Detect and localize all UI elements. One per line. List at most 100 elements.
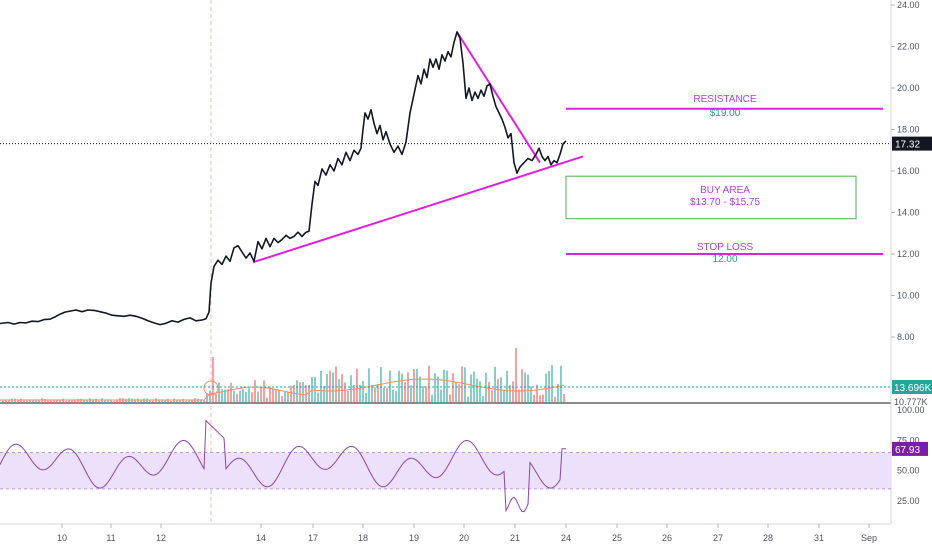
volume-bar	[440, 389, 442, 403]
volume-bar	[212, 357, 214, 403]
volume-bar	[551, 365, 553, 403]
volume-bar	[191, 400, 193, 403]
volume-bar	[512, 381, 514, 403]
volume-bar	[374, 387, 376, 403]
time-tick-label: 28	[763, 533, 773, 543]
volume-bar	[269, 386, 271, 403]
volume-bar	[62, 398, 64, 403]
volume-bar	[107, 399, 109, 403]
volume-bar	[56, 399, 58, 403]
volume-bar	[101, 398, 103, 403]
price-tick-label: 22.00	[897, 42, 920, 52]
volume-bar	[68, 399, 70, 403]
volume-bar	[326, 374, 328, 403]
volume-bar	[257, 391, 259, 403]
volume-bar	[539, 395, 541, 403]
volume-bar	[503, 389, 505, 403]
volume-bar	[542, 394, 544, 403]
volume-bar	[509, 385, 511, 403]
volume-bar	[281, 395, 283, 403]
volume-bar	[173, 398, 175, 403]
volume-bar	[266, 397, 268, 403]
volume-bar	[14, 398, 16, 403]
annotation-value: $19.00	[710, 108, 741, 119]
volume-bar	[233, 390, 235, 403]
volume-bar	[368, 368, 370, 403]
volume-bar	[413, 369, 415, 403]
volume-bar	[143, 398, 145, 403]
volume-bar	[164, 400, 166, 403]
volume-bar	[254, 380, 256, 403]
time-tick-label: 17	[308, 533, 318, 543]
volume-bar	[38, 399, 40, 403]
volume-bar	[149, 399, 151, 403]
annotation-value: $13.70 - $15.75	[690, 197, 760, 208]
volume-bar	[98, 400, 100, 403]
volume-bar	[251, 392, 253, 403]
volume-bar	[443, 369, 445, 403]
volume-bar	[17, 399, 19, 403]
volume-bar	[554, 396, 556, 403]
avg-volume-label: 10.777K	[894, 397, 928, 407]
buy-area-box	[565, 175, 857, 220]
volume-bar	[482, 395, 484, 403]
time-tick-label: 21	[510, 533, 520, 543]
annotation-title: STOP LOSS	[697, 242, 754, 253]
volume-bar	[377, 383, 379, 403]
volume-bar	[284, 391, 286, 403]
volume-bar	[5, 399, 7, 403]
volume-bar	[47, 399, 49, 403]
volume-bar	[125, 398, 127, 403]
volume-bar	[224, 389, 226, 403]
volume-bar	[470, 374, 472, 403]
volume-bar	[71, 399, 73, 403]
volume-bar	[65, 400, 67, 403]
volume-bar	[242, 389, 244, 403]
volume-bar	[527, 374, 529, 403]
volume-bar	[41, 398, 43, 403]
volume-bar	[236, 393, 238, 403]
volume-bar	[437, 376, 439, 403]
volume-bar	[356, 368, 358, 403]
volume-bar	[170, 400, 172, 403]
volume-bar	[323, 385, 325, 403]
time-tick-label: 10	[57, 533, 67, 543]
volume-bar	[245, 391, 247, 403]
annotation-value: 12.00	[712, 254, 737, 265]
time-tick-label: 20	[459, 533, 469, 543]
price-tick-label: 20.00	[897, 83, 920, 93]
annotation-title: BUY AREA	[700, 185, 750, 196]
volume-bar	[29, 399, 31, 403]
volume-bar	[59, 400, 61, 403]
volume-bar	[296, 380, 298, 403]
volume-bar	[491, 390, 493, 403]
volume-bar	[263, 380, 265, 403]
volume-bar	[560, 365, 562, 403]
volume-bar	[206, 393, 208, 403]
volume-bar	[362, 381, 364, 403]
rsi-tick-label: 50.00	[897, 466, 920, 476]
volume-bar	[200, 399, 202, 403]
price-tick-label: 16.00	[897, 166, 920, 176]
time-tick-label: Sep	[861, 533, 877, 543]
volume-bar	[209, 390, 211, 403]
volume-bar	[158, 400, 160, 403]
rsi-line	[0, 419, 566, 513]
volume-bar	[521, 369, 523, 403]
volume-bar	[275, 389, 277, 403]
volume-bar	[227, 389, 229, 403]
price-tick-label: 10.00	[897, 291, 920, 301]
volume-bar	[371, 384, 373, 403]
volume-bar	[407, 372, 409, 403]
volume-bar	[404, 382, 406, 403]
volume-bar	[32, 400, 34, 403]
volume-bar	[134, 399, 136, 403]
volume-bar	[506, 370, 508, 403]
volume-bar	[104, 399, 106, 403]
volume-bar	[299, 382, 301, 403]
price-tick-label: 18.00	[897, 125, 920, 135]
volume-bar	[2, 400, 4, 403]
volume-bar	[122, 398, 124, 403]
volume-bar	[53, 399, 55, 403]
